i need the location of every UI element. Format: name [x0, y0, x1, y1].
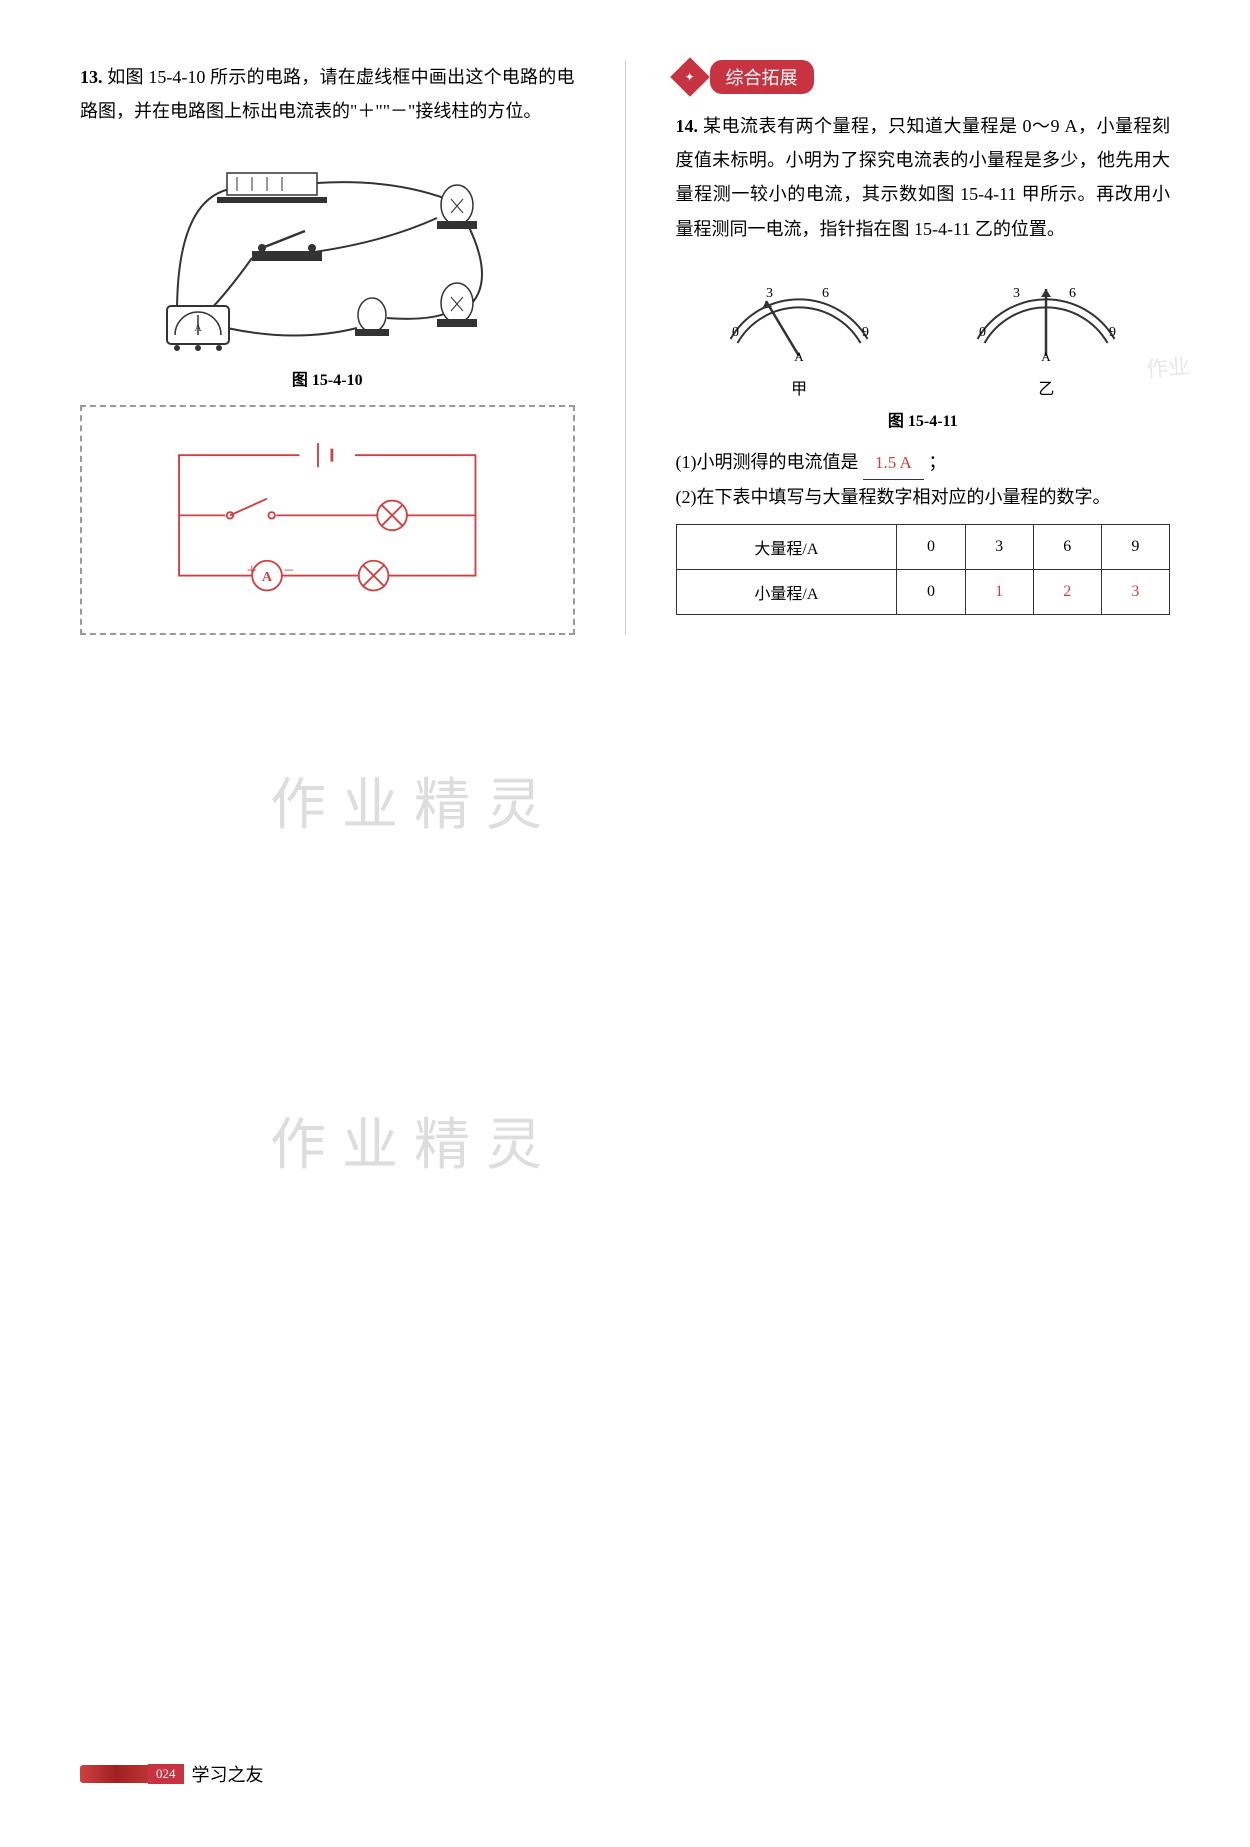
column-divider: [625, 60, 626, 635]
banner-diamond-icon: ✦: [670, 57, 710, 97]
watermark-2: 作业精灵: [270, 1100, 558, 1181]
svg-text:3: 3: [766, 286, 773, 301]
problem-14-body: 某电流表有两个量程，只知道大量程是 0～9 A，小量程刻度值未标明。小明为了探究…: [676, 116, 1171, 239]
q1-prefix: (1)小明测得的电流值是: [676, 452, 859, 472]
q1-suffix: ；: [928, 452, 946, 472]
table-row-header: 小量程/A: [676, 570, 897, 615]
table-header-cell: 6: [1033, 525, 1101, 570]
table-header-cell: 3: [965, 525, 1033, 570]
left-column: 13. 如图 15-4-10 所示的电路，请在虚线框中画出这个电路的电路图，并在…: [80, 60, 575, 635]
svg-text:A: A: [262, 571, 272, 586]
gauge-right: 0 3 6 9 A 乙: [961, 261, 1131, 399]
svg-text:A: A: [794, 349, 804, 364]
figure-15-4-10: A 图 15-4-10: [80, 143, 575, 390]
problem-14-number: 14.: [676, 116, 699, 136]
svg-text:6: 6: [822, 286, 829, 301]
svg-text:0: 0: [979, 325, 986, 340]
footer-book-title: 学习之友: [192, 1761, 264, 1787]
answer-dashed-box: A ＋ －: [80, 405, 575, 635]
svg-text:6: 6: [1069, 286, 1076, 301]
table-cell: 0: [897, 570, 965, 615]
problem-13-text: 13. 如图 15-4-10 所示的电路，请在虚线框中画出这个电路的电路图，并在…: [80, 60, 575, 128]
table-header-cell: 9: [1101, 525, 1169, 570]
gauge-caption-right: 乙: [961, 375, 1131, 399]
table-header-cell: 0: [897, 525, 965, 570]
gauge-pair: 0 3 6 9 A 甲 0 3 6 9: [676, 261, 1171, 399]
right-column: ✦ 综合拓展 14. 某电流表有两个量程，只知道大量程是 0～9 A，小量程刻度…: [676, 60, 1171, 635]
svg-text:9: 9: [1109, 325, 1116, 340]
svg-text:3: 3: [1013, 286, 1020, 301]
problem-14-q2: (2)在下表中填写与大量程数字相对应的小量程的数字。: [676, 480, 1171, 514]
physical-circuit-illustration: A: [137, 143, 517, 353]
table-header-cell: 大量程/A: [676, 525, 897, 570]
table-answer-cell: 2: [1033, 570, 1101, 615]
svg-text:9: 9: [862, 325, 869, 340]
table-data-row: 小量程/A 0 1 2 3: [676, 570, 1170, 615]
figure-15-4-10-label: 图 15-4-10: [80, 366, 575, 390]
svg-text:＋: ＋: [246, 564, 258, 578]
page-columns: 13. 如图 15-4-10 所示的电路，请在虚线框中画出这个电路的电路图，并在…: [80, 60, 1170, 635]
watermark-1: 作业精灵: [270, 760, 558, 841]
table-answer-cell: 1: [965, 570, 1033, 615]
footer-page-number: 024: [148, 1764, 184, 1784]
circuit-diagram-answer: A ＋ －: [102, 432, 553, 608]
gauge-left: 0 3 6 9 A 甲: [714, 261, 884, 399]
q1-answer: 1.5 A: [863, 447, 924, 480]
banner-text: 综合拓展: [710, 60, 814, 94]
svg-text:－: －: [283, 564, 295, 578]
scale-table: 大量程/A 0 3 6 9 小量程/A 0 1 2 3: [676, 524, 1171, 615]
problem-14-q1: (1)小明测得的电流值是 1.5 A ；: [676, 445, 1171, 480]
table-answer-cell: 3: [1101, 570, 1169, 615]
svg-text:A: A: [195, 323, 203, 334]
section-banner: ✦ 综合拓展: [676, 60, 814, 94]
problem-13-body: 如图 15-4-10 所示的电路，请在虚线框中画出这个电路的电路图，并在电路图上…: [80, 67, 575, 121]
page-footer: 024 学习之友: [80, 1761, 264, 1787]
svg-text:0: 0: [732, 325, 739, 340]
figure-15-4-11-label: 图 15-4-11: [676, 407, 1171, 431]
svg-text:A: A: [1042, 349, 1052, 364]
table-header-row: 大量程/A 0 3 6 9: [676, 525, 1170, 570]
problem-14-text: 14. 某电流表有两个量程，只知道大量程是 0～9 A，小量程刻度值未标明。小明…: [676, 109, 1171, 246]
gauge-caption-left: 甲: [714, 375, 884, 399]
problem-13-number: 13.: [80, 67, 103, 87]
